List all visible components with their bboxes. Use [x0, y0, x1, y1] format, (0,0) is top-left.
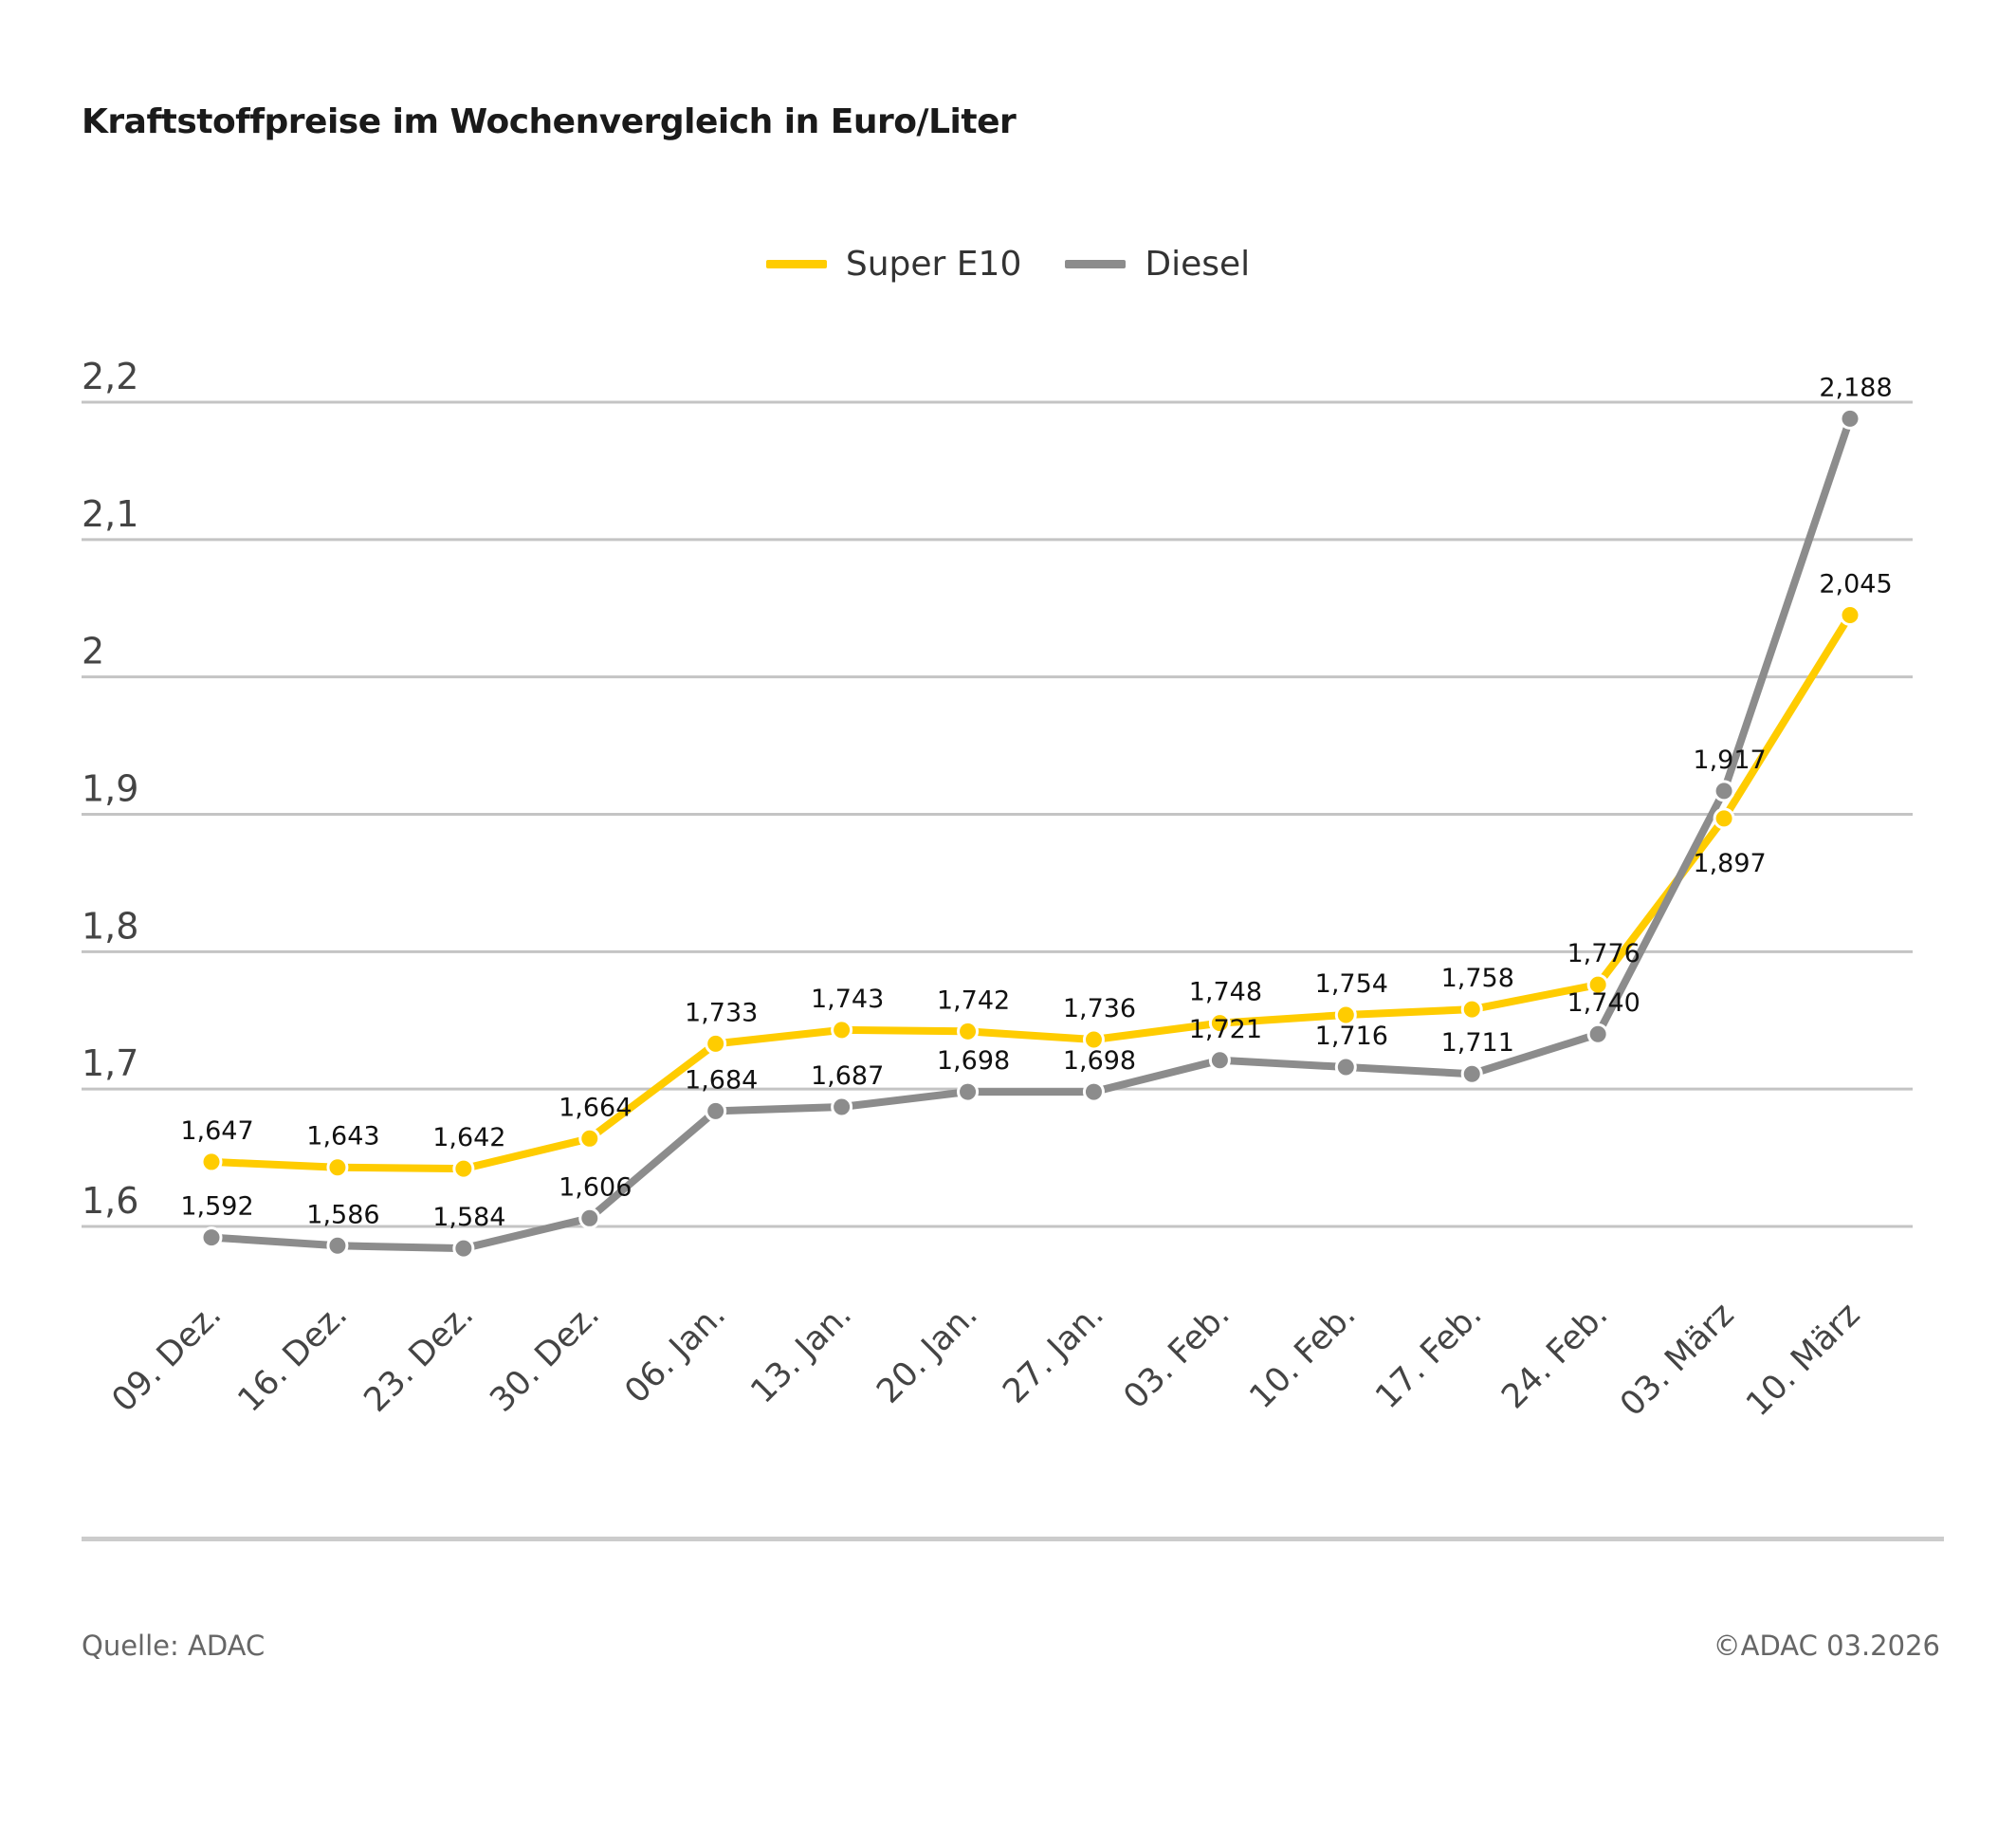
legend-label-diesel: Diesel	[1145, 245, 1251, 284]
data-label: 1,748	[1189, 978, 1262, 1007]
data-point	[200, 1151, 223, 1173]
legend-item-super-e10: Super E10	[765, 245, 1022, 284]
x-tick-label: 23. Dez.	[357, 1296, 482, 1420]
data-label: 1,711	[1441, 1028, 1514, 1058]
data-point	[578, 1127, 601, 1150]
data-label: 1,743	[811, 985, 884, 1014]
data-point	[452, 1157, 475, 1180]
footer-divider	[82, 1537, 1944, 1541]
y-tick-label: 1,6	[82, 1180, 138, 1222]
x-tick-label: 10. Feb.	[1242, 1296, 1363, 1416]
data-point	[1839, 603, 1861, 626]
x-tick-label: 09. Dez.	[105, 1296, 229, 1420]
data-point	[200, 1226, 223, 1249]
data-point	[1208, 1012, 1231, 1035]
y-tick-label: 1,7	[82, 1042, 138, 1084]
data-label: 1,758	[1441, 964, 1514, 993]
x-tick-label: 24. Feb.	[1494, 1296, 1615, 1416]
x-tick-label: 03. Feb.	[1117, 1296, 1237, 1416]
x-tick-label: 16. Dez.	[231, 1296, 356, 1420]
data-label: 1,584	[432, 1203, 505, 1232]
data-point	[705, 1099, 727, 1122]
legend-label-super-e10: Super E10	[845, 245, 1022, 284]
data-label: 1,776	[1567, 939, 1640, 968]
data-label: 1,917	[1693, 746, 1766, 775]
data-label: 1,698	[937, 1046, 1010, 1076]
data-label: 1,716	[1315, 1022, 1388, 1051]
data-label: 1,642	[432, 1123, 505, 1152]
data-label: 1,754	[1315, 969, 1388, 999]
data-label: 1,647	[180, 1116, 253, 1146]
data-point	[831, 1096, 853, 1118]
data-point	[326, 1234, 349, 1257]
y-tick-label: 1,9	[82, 768, 138, 810]
data-label: 1,897	[1693, 849, 1766, 878]
chart-title: Kraftstoffpreise im Wochenvergleich in E…	[82, 102, 1017, 141]
x-tick-label: 03. März	[1613, 1296, 1741, 1424]
data-label: 2,188	[1819, 373, 1892, 402]
data-label: 1,721	[1189, 1015, 1262, 1044]
data-label: 1,736	[1063, 994, 1136, 1023]
data-point	[1082, 1080, 1105, 1103]
data-point	[1334, 1056, 1357, 1078]
data-point	[1460, 998, 1483, 1021]
data-label: 1,664	[559, 1093, 632, 1122]
data-label: 1,698	[1063, 1046, 1136, 1076]
data-point	[1082, 1028, 1105, 1051]
x-tick-label: 20. Jan.	[870, 1296, 985, 1411]
data-point	[1713, 780, 1735, 802]
data-point	[957, 1020, 980, 1042]
data-point	[957, 1080, 980, 1103]
data-point	[1586, 1023, 1609, 1045]
data-label: 1,684	[685, 1065, 758, 1095]
series-line-super-e10	[211, 613, 1854, 1173]
x-tick-label: 30. Dez.	[483, 1296, 607, 1420]
legend-item-diesel: Diesel	[1065, 245, 1250, 284]
data-label: 1,586	[306, 1200, 379, 1229]
data-point	[452, 1237, 475, 1260]
data-label: 1,643	[306, 1122, 379, 1152]
data-label: 1,742	[937, 986, 1010, 1015]
data-point	[831, 1019, 853, 1041]
data-label: 2,045	[1819, 569, 1892, 599]
data-point	[1208, 1049, 1231, 1072]
y-tick-label: 2,2	[82, 356, 138, 397]
data-point	[1334, 1004, 1357, 1026]
source-note: Quelle: ADAC	[82, 1630, 266, 1662]
series-line-diesel	[211, 417, 1854, 1253]
copyright-note: ©ADAC 03.2026	[1713, 1630, 1940, 1662]
x-tick-label: 27. Jan.	[996, 1296, 1111, 1411]
x-tick-label: 17. Feb.	[1368, 1296, 1489, 1416]
y-tick-label: 2	[82, 631, 104, 672]
data-point	[1460, 1062, 1483, 1085]
y-tick-label: 2,1	[82, 493, 138, 535]
data-point	[1586, 973, 1609, 996]
x-tick-label: 13. Jan.	[743, 1296, 859, 1411]
x-tick-label: 10. März	[1739, 1296, 1867, 1424]
data-point	[705, 1032, 727, 1055]
y-tick-label: 1,8	[82, 905, 138, 947]
data-point	[326, 1156, 349, 1179]
data-point	[1713, 807, 1735, 830]
data-label: 1,592	[180, 1192, 253, 1222]
legend-swatch-super-e10	[765, 260, 827, 268]
data-label: 1,687	[811, 1061, 884, 1091]
data-point	[578, 1207, 601, 1229]
data-label: 1,740	[1567, 988, 1640, 1018]
data-label: 1,733	[685, 998, 758, 1027]
data-point	[1839, 407, 1861, 430]
x-tick-label: 06. Jan.	[618, 1296, 734, 1411]
legend-swatch-diesel	[1065, 260, 1127, 268]
legend: Super E10 Diesel	[0, 245, 2016, 284]
data-label: 1,606	[559, 1172, 632, 1202]
